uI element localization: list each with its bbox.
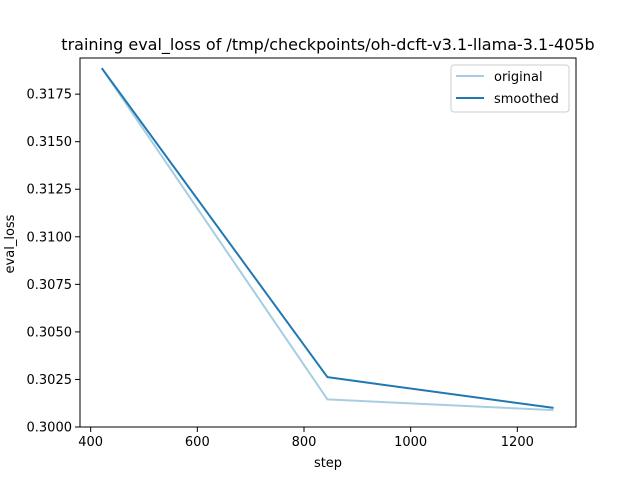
y-tick-label: 0.3000 [27,421,73,436]
x-axis-label: step [314,456,342,471]
legend-label-smoothed: smoothed [494,92,559,107]
y-tick-label: 0.3025 [27,373,73,388]
x-tick-label: 400 [78,435,103,450]
x-tick-label: 800 [292,435,317,450]
y-tick-label: 0.3050 [27,325,73,340]
series-line-smoothed [101,67,554,409]
plot-area [79,57,577,428]
x-axis: 400 600 800 1000 1200 [78,427,534,450]
y-tick-label: 0.3125 [27,183,73,198]
plot-frame [79,57,577,428]
y-axis: 0.3000 0.3025 0.3050 0.3075 0.3100 0.3125 0.31… [27,88,80,436]
x-tick-label: 600 [185,435,210,450]
y-tick-label: 0.3075 [27,278,73,293]
y-tick-label: 0.3175 [27,88,73,103]
y-axis-label: eval_loss [3,214,18,273]
x-tick-label: 1000 [394,435,427,450]
y-tick-label: 0.3100 [27,230,73,245]
series-line-original [101,67,554,412]
chart-title: training eval_loss of /tmp/checkpoints/o… [61,35,594,55]
legend: original smoothed [450,64,570,113]
legend-label-original: original [494,70,543,85]
x-tick-label: 1200 [501,435,534,450]
y-tick-label: 0.3150 [27,135,73,150]
